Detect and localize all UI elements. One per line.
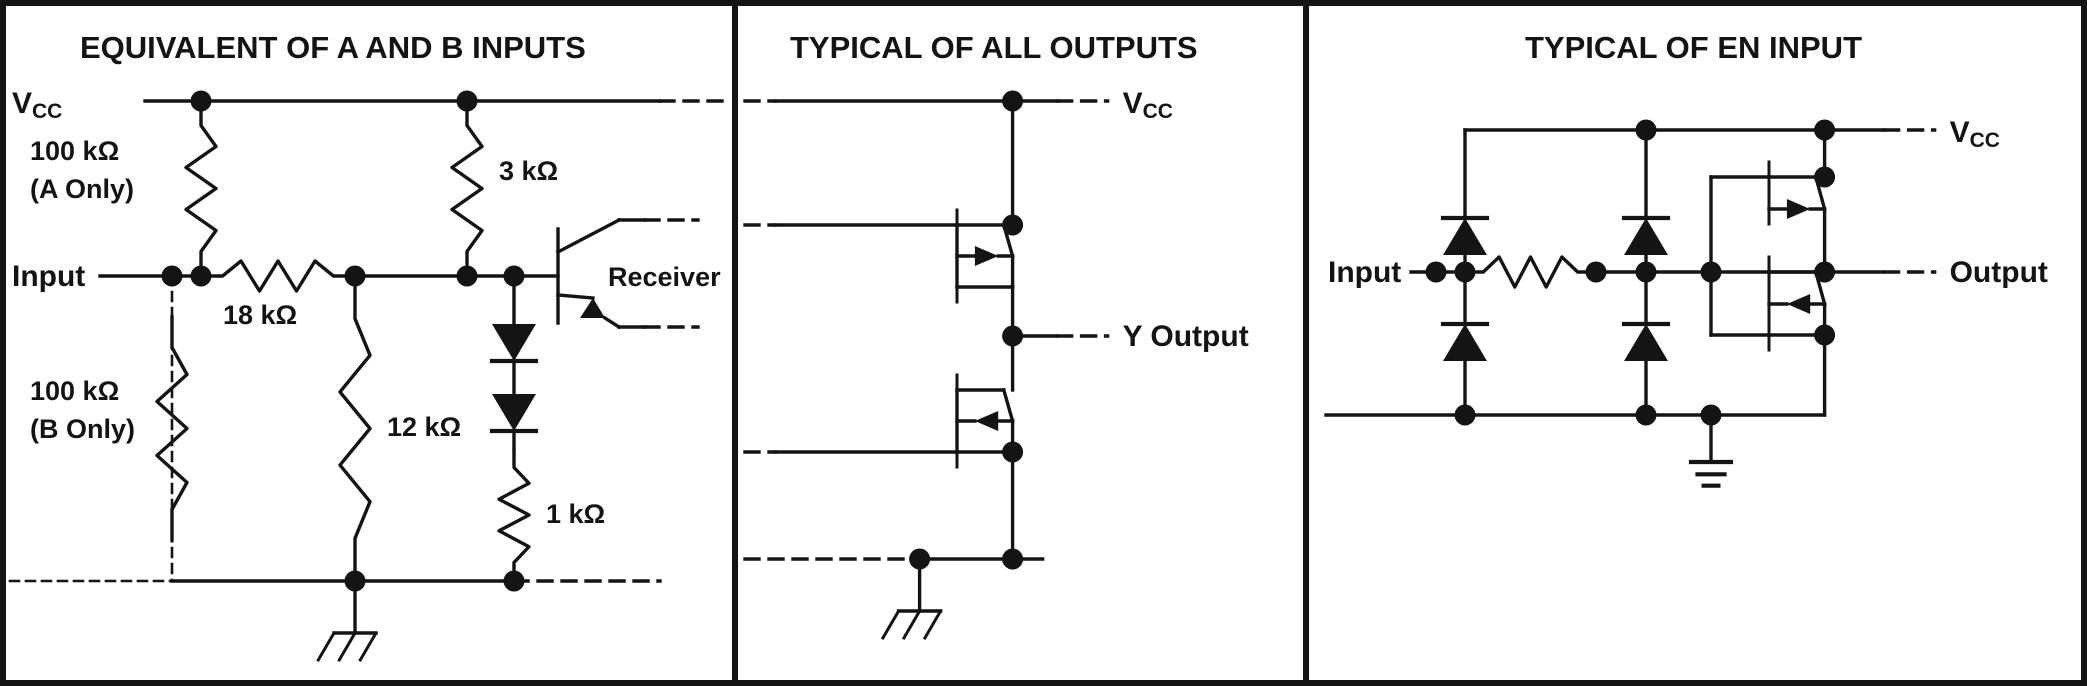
svg-text:(A Only): (A Only) bbox=[30, 174, 134, 204]
svg-text:TYPICAL OF ALL OUTPUTS: TYPICAL OF ALL OUTPUTS bbox=[790, 30, 1198, 65]
svg-text:Input: Input bbox=[1328, 256, 1401, 289]
svg-text:Input: Input bbox=[12, 260, 85, 293]
svg-text:Receiver: Receiver bbox=[608, 262, 721, 292]
svg-text:Y Output: Y Output bbox=[1123, 320, 1249, 353]
svg-text:Output: Output bbox=[1950, 256, 2048, 289]
svg-text:3 kΩ: 3 kΩ bbox=[499, 156, 558, 186]
svg-text:TYPICAL OF EN INPUT: TYPICAL OF EN INPUT bbox=[1525, 30, 1862, 65]
svg-text:12 kΩ: 12 kΩ bbox=[387, 412, 461, 442]
svg-text:(B Only): (B Only) bbox=[30, 414, 135, 444]
svg-text:18 kΩ: 18 kΩ bbox=[223, 300, 297, 330]
svg-text:1 kΩ: 1 kΩ bbox=[546, 499, 605, 529]
svg-text:100 kΩ: 100 kΩ bbox=[30, 136, 119, 166]
svg-text:EQUIVALENT OF A AND B INPUTS: EQUIVALENT OF A AND B INPUTS bbox=[80, 30, 586, 65]
svg-text:100 kΩ: 100 kΩ bbox=[30, 376, 119, 406]
